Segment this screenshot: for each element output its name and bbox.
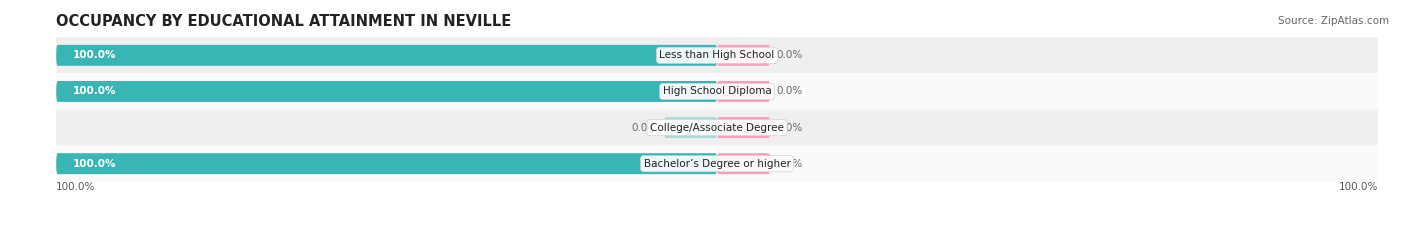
Text: 0.0%: 0.0% [776,123,803,133]
Text: 100.0%: 100.0% [1339,182,1378,192]
Legend: Owner-occupied, Renter-occupied: Owner-occupied, Renter-occupied [595,232,839,233]
FancyBboxPatch shape [56,110,1378,146]
FancyBboxPatch shape [717,45,770,66]
FancyBboxPatch shape [56,153,717,174]
Text: 0.0%: 0.0% [776,50,803,60]
Text: Bachelor’s Degree or higher: Bachelor’s Degree or higher [644,159,790,169]
FancyBboxPatch shape [56,45,717,66]
Text: OCCUPANCY BY EDUCATIONAL ATTAINMENT IN NEVILLE: OCCUPANCY BY EDUCATIONAL ATTAINMENT IN N… [56,14,512,29]
Text: 100.0%: 100.0% [73,50,117,60]
FancyBboxPatch shape [664,117,717,138]
Text: College/Associate Degree: College/Associate Degree [650,123,785,133]
Text: 0.0%: 0.0% [776,159,803,169]
Text: 100.0%: 100.0% [73,159,117,169]
FancyBboxPatch shape [56,37,1378,73]
FancyBboxPatch shape [717,117,770,138]
FancyBboxPatch shape [56,73,1378,110]
Text: Source: ZipAtlas.com: Source: ZipAtlas.com [1278,16,1389,26]
Text: 100.0%: 100.0% [56,182,96,192]
Text: 0.0%: 0.0% [776,86,803,96]
Text: Less than High School: Less than High School [659,50,775,60]
FancyBboxPatch shape [56,81,717,102]
FancyBboxPatch shape [717,153,770,174]
FancyBboxPatch shape [56,146,1378,182]
Text: High School Diploma: High School Diploma [662,86,772,96]
Text: 0.0%: 0.0% [631,123,658,133]
FancyBboxPatch shape [717,81,770,102]
Text: 100.0%: 100.0% [73,86,117,96]
